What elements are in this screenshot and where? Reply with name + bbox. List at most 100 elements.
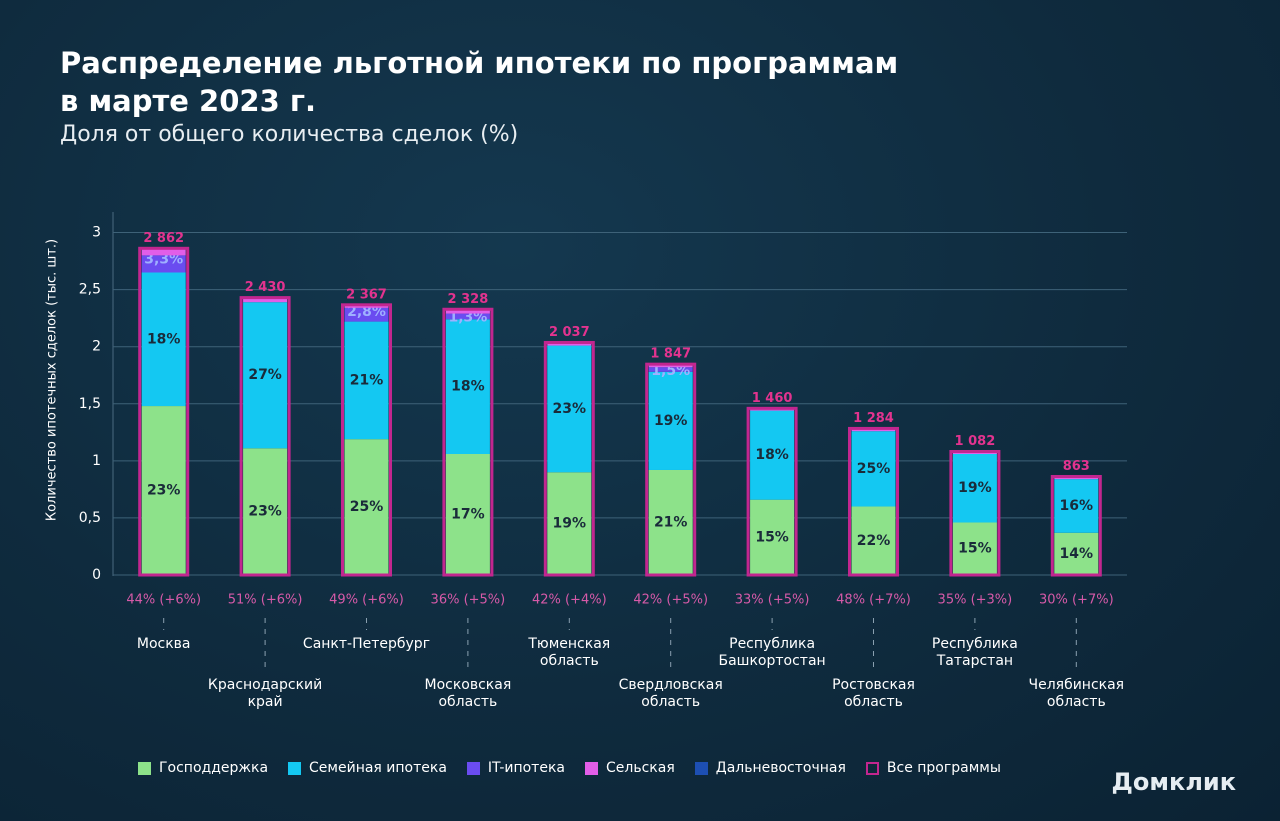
bar-segment (344, 439, 389, 575)
legend-label: Все программы (886, 760, 1001, 776)
x-tick-label: Ростовская область (832, 677, 915, 710)
legend-label: Дальневосточная (715, 760, 846, 776)
segment-label: 17% (451, 507, 485, 523)
legend-item: Сельская (585, 760, 675, 776)
note-label: 35% (+3%) (938, 593, 1013, 608)
legend-label: Семейная ипотека (309, 760, 447, 776)
bar-segment (141, 248, 186, 256)
legend-item: IT-ипотека (466, 760, 565, 776)
total-label: 2 328 (448, 292, 489, 307)
legend-swatch (694, 761, 708, 775)
x-tick-label: Тюменская область (528, 636, 611, 669)
y-axis-label: Количество ипотечных сделок (тыс. шт.) (45, 239, 60, 521)
bar-segment (547, 345, 592, 473)
total-outline (543, 340, 595, 577)
bar-segment (1054, 479, 1099, 533)
legend-swatch (585, 761, 598, 775)
bar-segment (141, 255, 186, 273)
bar-segment (445, 313, 490, 320)
note-label: 33% (+5%) (735, 593, 810, 608)
legend-swatch (466, 761, 480, 775)
total-label: 863 (1063, 459, 1090, 474)
total-label: 2 862 (143, 231, 184, 246)
segment-label: 14% (1060, 546, 1094, 562)
segment-label: 18% (147, 331, 181, 347)
x-tick-label: Московская область (424, 677, 512, 710)
legend-swatch (138, 761, 151, 775)
segment-label: 21% (654, 514, 688, 530)
bar-segment (851, 431, 896, 507)
bar-segment (648, 371, 693, 470)
total-label: 1 284 (853, 411, 894, 426)
note-label: 42% (+5%) (633, 593, 708, 608)
bar-segment (344, 321, 389, 440)
note-label: 51% (+6%) (228, 593, 303, 608)
note-label: 30% (+7%) (1039, 593, 1114, 608)
total-label: 1 082 (955, 434, 996, 449)
segment-label: 25% (857, 461, 891, 477)
y-tick-label: 2,5 (79, 282, 101, 298)
total-outline (645, 362, 697, 577)
bar-segment (547, 472, 592, 575)
bar-segment (851, 506, 896, 575)
segment-label: 25% (350, 499, 384, 515)
y-tick-label: 0,5 (79, 510, 101, 526)
segment-label: 15% (958, 541, 992, 557)
segment-label: 19% (654, 413, 688, 429)
legend-item: Семейная ипотека (288, 760, 447, 776)
bar-segment (243, 448, 288, 575)
segment-label: 19% (958, 480, 992, 496)
segment-label: 18% (755, 447, 789, 463)
logo: Домклик (1111, 768, 1236, 796)
segment-label: 19% (553, 516, 587, 532)
total-label: 1 460 (752, 391, 793, 406)
segment-label: 27% (248, 367, 282, 383)
legend-label: IT-ипотека (487, 760, 565, 776)
segment-label: 18% (451, 379, 485, 395)
x-tick-label: Санкт-Петербург (302, 636, 431, 652)
bar-segment (952, 454, 997, 523)
y-tick-label: 2 (92, 339, 101, 355)
chart-subtitle: Доля от общего количества сделок (%) (60, 122, 519, 147)
note-label: 48% (+7%) (836, 593, 911, 608)
total-label: 2 367 (346, 287, 387, 302)
bar-segment (851, 428, 896, 432)
bar-segment (648, 469, 693, 575)
segment-label: 23% (248, 504, 282, 520)
legend-label: Господдержка (159, 760, 269, 776)
bar-segment (1054, 532, 1099, 575)
segment-label: 23% (147, 483, 181, 499)
bar-segment (243, 302, 288, 449)
total-label: 1 847 (650, 347, 691, 362)
segment-label: 15% (755, 529, 789, 545)
legend: Господдержка Семейная ипотека IT-ипотека Се… (138, 760, 1001, 776)
bar-segment (445, 454, 490, 575)
segment-label: 22% (857, 533, 891, 549)
legend-swatch (865, 761, 879, 775)
total-outline (239, 296, 291, 577)
legend-item: Дальневосточная (694, 760, 846, 776)
x-tick-label: Республика Башкортостан (718, 636, 826, 669)
total-outline (341, 303, 392, 577)
y-tick-label: 0 (92, 567, 101, 583)
bar-segment (141, 406, 186, 575)
total-outline (746, 406, 798, 577)
bar-segment (750, 499, 795, 575)
legend-label: Сельская (606, 760, 675, 776)
bar-segment (141, 272, 186, 407)
segment-label: 21% (350, 372, 384, 388)
chart-title: Распределение льготной ипотеки по програ… (60, 46, 899, 118)
note-label: 42% (+4%) (532, 593, 607, 608)
x-tick-label: Республика Татарстан (931, 636, 1018, 669)
total-outline (442, 307, 494, 577)
legend-item: Все программы (865, 760, 1001, 776)
x-tick-label: Челябинская область (1028, 677, 1125, 710)
total-label: 2 430 (245, 280, 286, 295)
segment-label: 16% (1060, 498, 1094, 514)
bar-segment (445, 309, 490, 314)
note-label: 49% (+6%) (329, 593, 404, 608)
bar-segment (750, 410, 795, 500)
total-label: 2 037 (549, 325, 590, 340)
segment-label: 23% (553, 401, 587, 417)
